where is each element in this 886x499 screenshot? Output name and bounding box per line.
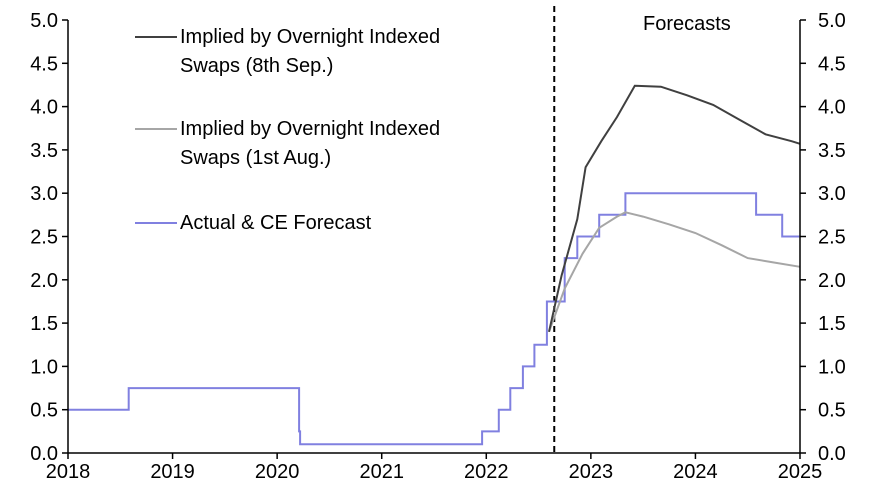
y-tick-label-left: 1.0	[30, 356, 58, 378]
axes-layer: 0.0 0.5 1.0 1.5 2.0 2.5 3.0 3.5 4.0 4.5 5.0 0.0 0.5 1…	[30, 10, 846, 483]
forecast-annotation: Forecasts	[643, 13, 731, 35]
legend: Implied by Overnight Indexed Swaps (8th S…	[135, 26, 440, 234]
y-tick-label-right: 2.0	[818, 270, 846, 292]
x-tick-label: 2018	[46, 461, 91, 483]
x-tick-label: 2022	[464, 461, 509, 483]
y-tick-label-left: 3.0	[30, 183, 58, 205]
x-tick-label: 2020	[255, 461, 300, 483]
y-tick-label-left: 0.0	[30, 443, 58, 465]
y-tick-label-right: 0.0	[818, 443, 846, 465]
x-tick-label: 2023	[569, 461, 614, 483]
y-tick-label-left: 2.0	[30, 270, 58, 292]
y-tick-label-left: 1.5	[30, 313, 58, 335]
y-tick-label-right: 2.5	[818, 227, 846, 249]
series-line-1	[548, 84, 801, 333]
y-tick-label-left: 5.0	[30, 10, 58, 32]
y-tick-label-right: 4.0	[818, 97, 846, 119]
x-tick-label: 2019	[150, 461, 195, 483]
x-tick-label: 2021	[359, 461, 404, 483]
y-tick-label-left: 3.5	[30, 140, 58, 162]
x-tick-label: 2025	[778, 461, 823, 483]
y-tick-label-right: 0.5	[818, 400, 846, 422]
y-tick-label-left: 4.0	[30, 97, 58, 119]
y-tick-label-right: 1.0	[818, 356, 846, 378]
series-layer	[68, 84, 801, 446]
y-tick-label-right: 3.5	[818, 140, 846, 162]
legend-label-1: Implied by Overnight Indexed	[180, 26, 440, 48]
series-line-2	[548, 211, 801, 333]
y-tick-label-left: 4.5	[30, 53, 58, 75]
y-tick-label-right: 4.5	[818, 53, 846, 75]
legend-label-3: Actual & CE Forecast	[180, 212, 372, 234]
y-tick-label-right: 5.0	[818, 10, 846, 32]
y-tick-label-right: 1.5	[818, 313, 846, 335]
legend-label-2: Swaps (1st Aug.)	[180, 147, 331, 169]
legend-label-2: Implied by Overnight Indexed	[180, 118, 440, 140]
legend-label-1: Swaps (8th Sep.)	[180, 55, 333, 77]
y-tick-label-left: 0.5	[30, 400, 58, 422]
y-tick-label-right: 3.0	[818, 183, 846, 205]
y-tick-label-left: 2.5	[30, 227, 58, 249]
x-tick-label: 2024	[673, 461, 718, 483]
series-line-3	[68, 192, 800, 446]
